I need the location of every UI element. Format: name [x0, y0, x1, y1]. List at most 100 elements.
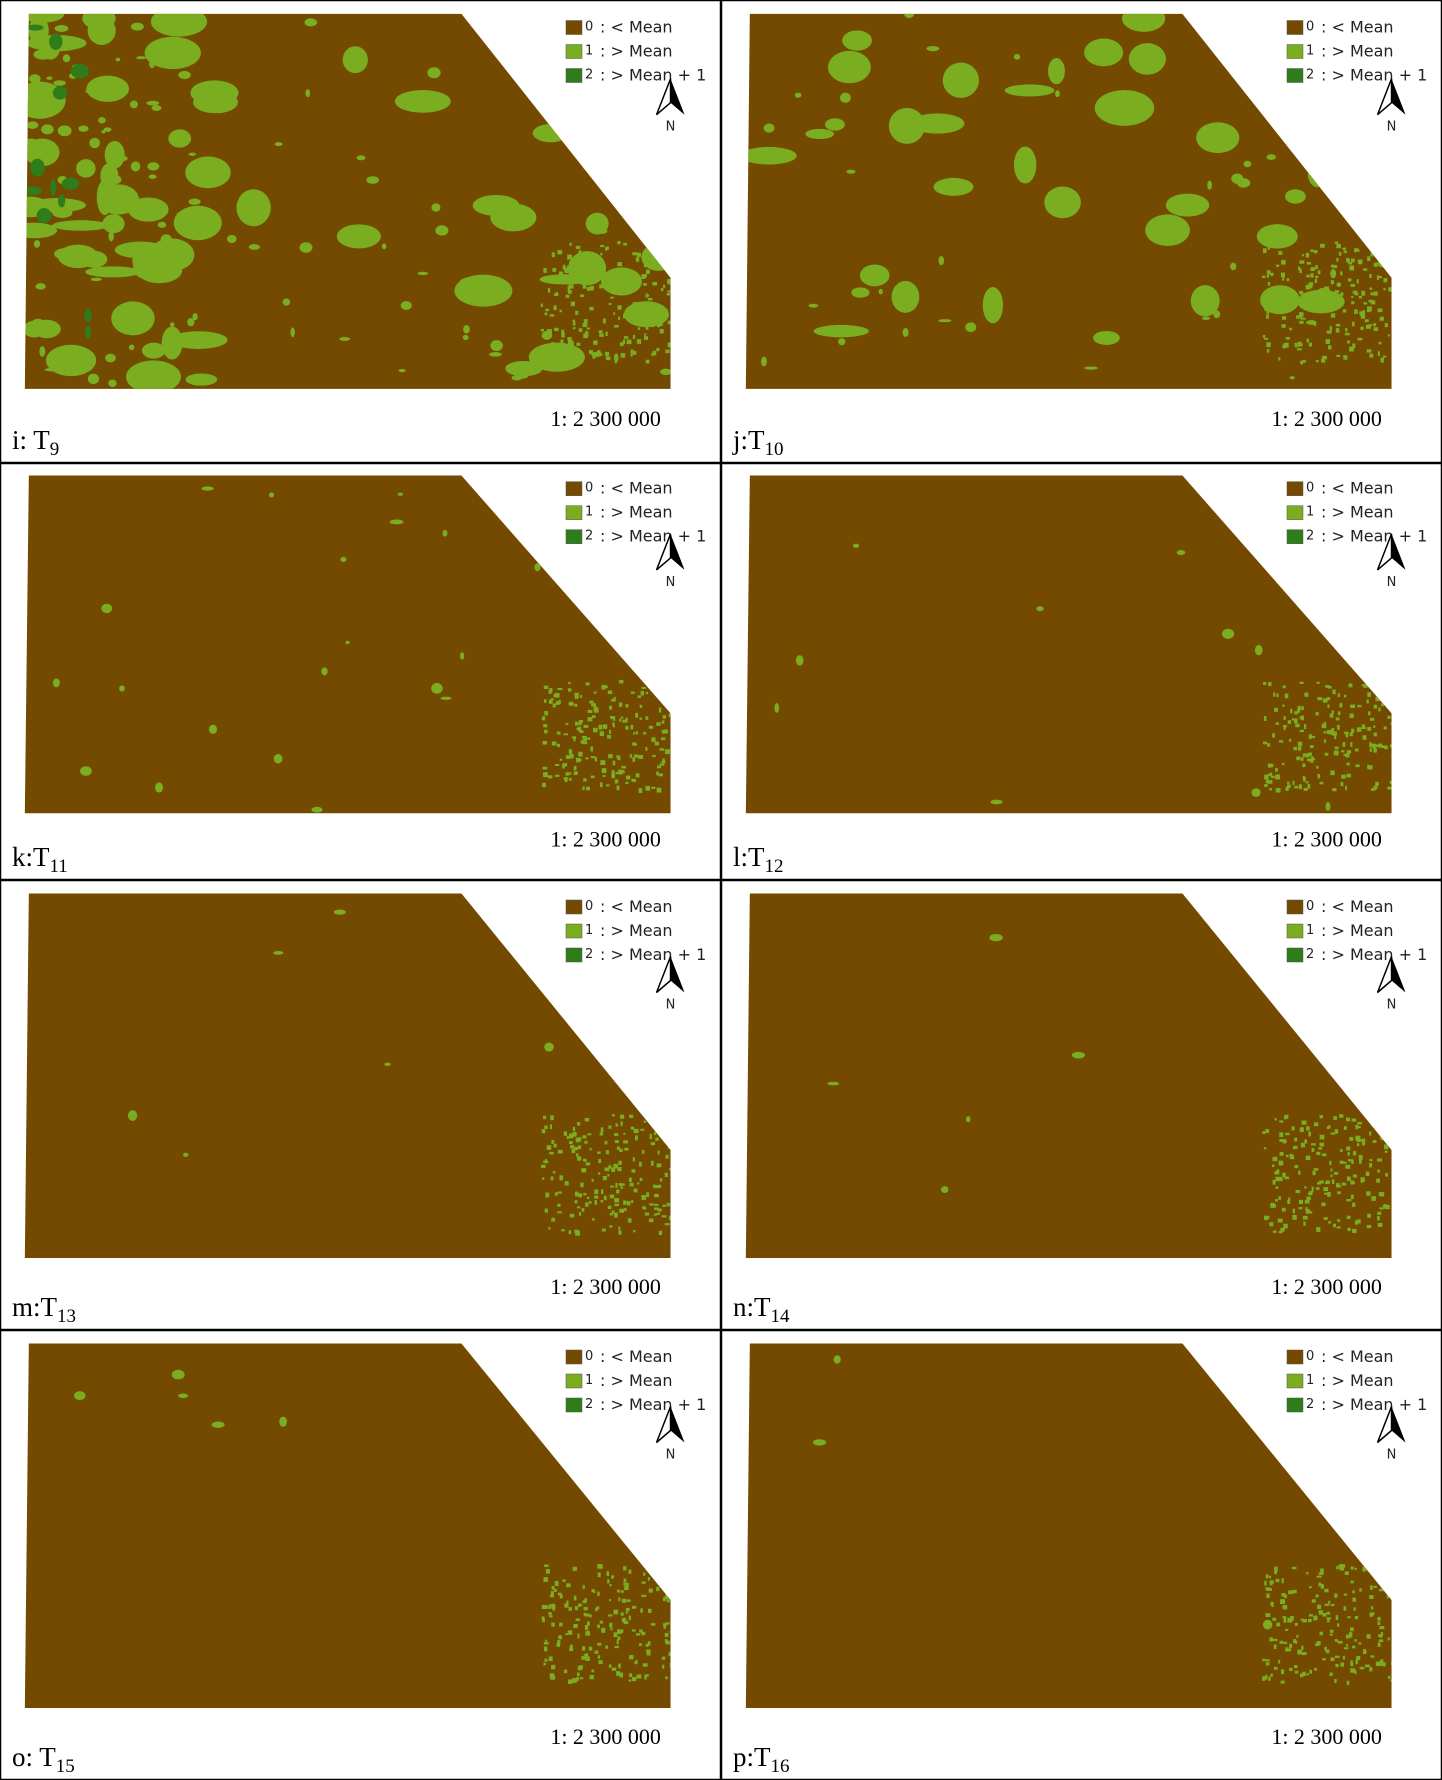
patch: [1273, 692, 1275, 696]
patch: [965, 322, 976, 332]
patch: [1379, 1564, 1384, 1566]
patch: [50, 179, 56, 196]
patch: [618, 1230, 621, 1234]
patch: [1263, 248, 1267, 253]
patch: [1340, 1662, 1344, 1666]
patch: [1387, 716, 1390, 719]
patch: [1367, 1634, 1371, 1638]
patch: [1338, 711, 1340, 715]
patch: [1231, 174, 1243, 184]
panel: 0: < Mean1: > Mean2: > Mean + 1N1: 2 300…: [722, 1331, 1442, 1780]
patch: [1301, 1143, 1305, 1148]
patch: [1308, 784, 1311, 789]
patch: [668, 265, 671, 270]
patch: [212, 1422, 225, 1428]
patch: [1320, 1569, 1324, 1573]
patch: [665, 1677, 668, 1680]
patch: [1282, 316, 1286, 320]
patch: [1367, 692, 1371, 697]
patch: [1282, 763, 1285, 765]
patch: [188, 199, 200, 205]
patch: [629, 1183, 633, 1187]
patch: [1268, 682, 1271, 686]
patch: [544, 1646, 547, 1651]
patch: [666, 1641, 670, 1645]
patch: [1382, 1662, 1385, 1666]
patch: [1255, 645, 1263, 655]
patch: [1327, 331, 1332, 334]
patch: [651, 264, 655, 268]
patch: [1129, 43, 1166, 75]
patch: [1266, 780, 1270, 784]
patch: [1347, 1216, 1351, 1219]
patch: [1303, 776, 1306, 780]
patch: [566, 1583, 570, 1587]
patch: [838, 338, 845, 345]
patch: [656, 772, 659, 776]
legend-label: : > Mean + 1: [1321, 66, 1427, 85]
patch: [578, 1145, 581, 1149]
patch: [618, 1598, 620, 1602]
patch: [1315, 279, 1317, 283]
patch: [904, 10, 914, 18]
patch: [1354, 1670, 1356, 1674]
patch: [269, 492, 274, 497]
patch: [1289, 739, 1291, 742]
patch: [626, 1608, 630, 1611]
patch: [1325, 802, 1330, 811]
patch: [1279, 1231, 1283, 1233]
patch: [1334, 751, 1336, 755]
patch: [764, 123, 775, 132]
legend-code: 0: [1306, 1349, 1314, 1364]
patch: [1344, 695, 1346, 698]
patch: [1316, 1187, 1320, 1190]
patch: [644, 336, 648, 340]
patch: [334, 909, 346, 914]
patch: [1302, 360, 1305, 363]
patch: [1375, 697, 1380, 701]
patch: [617, 756, 620, 760]
patch: [570, 243, 572, 246]
patch: [1362, 1142, 1365, 1145]
patch: [659, 708, 661, 713]
patch: [633, 732, 635, 734]
patch: [1359, 1155, 1363, 1160]
patch: [1391, 1661, 1396, 1665]
patch: [587, 327, 590, 329]
patch: [657, 1213, 660, 1215]
patch: [1299, 269, 1302, 274]
patch: [578, 752, 582, 756]
patch: [27, 121, 39, 128]
patch: [1297, 1650, 1302, 1655]
patch: [665, 1223, 670, 1225]
panel: 0: < Mean1: > Mean2: > Mean + 1N1: 2 300…: [722, 1, 1442, 463]
patch: [1266, 314, 1269, 318]
patch: [1281, 298, 1284, 303]
legend-label: : > Mean: [1321, 503, 1394, 522]
patch: [1293, 747, 1297, 750]
patch: [543, 724, 547, 727]
patch: [1284, 1618, 1287, 1623]
patch: [74, 1391, 86, 1400]
patch: [568, 1607, 571, 1611]
patch: [637, 563, 641, 572]
patch: [490, 340, 502, 351]
patch: [1264, 1581, 1266, 1586]
patch: [1367, 310, 1371, 312]
patch: [542, 1177, 544, 1179]
patch: [1274, 1567, 1277, 1569]
patch: [615, 1183, 617, 1188]
patch: [1354, 1639, 1356, 1642]
patch: [614, 325, 619, 328]
patch: [54, 80, 66, 86]
patch: [548, 1227, 550, 1229]
patch: [577, 1156, 581, 1160]
patch: [1360, 1177, 1364, 1182]
patch: [643, 732, 646, 735]
patch: [1390, 1680, 1392, 1682]
patch: [573, 1567, 578, 1571]
patch: [609, 1623, 612, 1627]
patch: [1327, 1619, 1329, 1623]
patch: [607, 1174, 609, 1176]
patch: [1270, 1583, 1273, 1586]
